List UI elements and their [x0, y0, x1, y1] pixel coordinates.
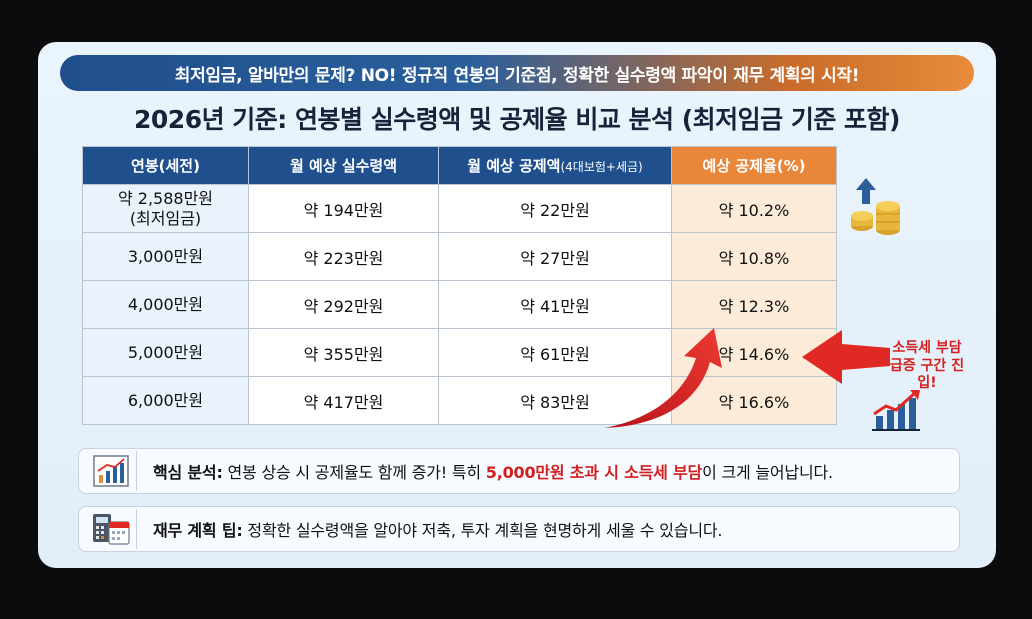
red-left-arrow-icon — [802, 330, 890, 384]
header-deduction-main: 월 예상 공제액 — [467, 157, 561, 175]
callout-text: 소득세 부담 급증 구간 진입! — [884, 340, 970, 393]
cell-deduction: 약 27만원 — [438, 232, 672, 281]
cell-salary: 5,000만원 — [82, 328, 249, 377]
tip-box: 재무 계획 팁: 정확한 실수령액을 알아야 저축, 투자 계획을 현명하게 세… — [78, 506, 960, 552]
cell-salary: 약 2,588만원 (최저임금) — [82, 184, 249, 233]
callout-line1: 소득세 부담 — [892, 340, 962, 356]
cell-net: 약 417만원 — [248, 376, 439, 425]
tip-text-body: 정확한 실수령액을 알아야 저축, 투자 계획을 현명하게 세울 수 있습니다. — [242, 521, 723, 540]
cell-salary: 3,000만원 — [82, 232, 249, 281]
red-curved-arrow-icon — [604, 328, 722, 428]
header-rate: 예상 공제율(%) — [671, 146, 837, 185]
cell-deduction: 약 41만원 — [438, 280, 672, 329]
header-salary: 연봉(세전) — [82, 146, 249, 185]
header-net: 월 예상 실수령액 — [248, 146, 439, 185]
cell-salary: 6,000만원 — [82, 376, 249, 425]
tip-icon-wrap — [85, 509, 137, 549]
cell-rate: 약 12.3% — [671, 280, 837, 329]
growth-chart-icon — [872, 390, 920, 431]
analysis-highlight: 5,000만원 초과 시 소득세 부담 — [485, 463, 703, 482]
analysis-text: 핵심 분석: 연봉 상승 시 공제율도 함께 증가! 특히 5,000만원 초과… — [153, 459, 833, 483]
infographic-card: 최저임금, 알바만의 문제? NO! 정규직 연봉의 기준점, 정확한 실수령액… — [38, 42, 996, 568]
cell-net: 약 355만원 — [248, 328, 439, 377]
bar-chart-icon — [92, 455, 129, 487]
analysis-text-after: 이 크게 늘어납니다. — [702, 463, 833, 482]
tip-label: 재무 계획 팁: — [153, 521, 243, 540]
header-deduction-sub: (4대보험+세금) — [560, 160, 643, 174]
cell-net: 약 194만원 — [248, 184, 439, 233]
calculator-calendar-icon — [92, 514, 130, 545]
analysis-text-before: 연봉 상승 시 공제율도 함께 증가! 특히 — [222, 463, 486, 482]
page-title: 2026년 기준: 연봉별 실수령액 및 공제율 비교 분석 (최저임금 기준 … — [134, 105, 900, 134]
cell-rate: 약 10.8% — [671, 232, 837, 281]
callout-line2: 급증 구간 진입! — [889, 357, 965, 392]
table-row: 3,000만원 약 223만원 약 27만원 약 10.8% — [82, 232, 837, 281]
cell-net: 약 292만원 — [248, 280, 439, 329]
table-row: 약 2,588만원 (최저임금) 약 194만원 약 22만원 약 10.2% — [82, 184, 837, 233]
analysis-label: 핵심 분석: — [153, 463, 223, 482]
top-banner: 최저임금, 알바만의 문제? NO! 정규직 연봉의 기준점, 정확한 실수령액… — [60, 55, 974, 91]
table-row: 4,000만원 약 292만원 약 41만원 약 12.3% — [82, 280, 837, 329]
cell-salary-main: 약 2,588만원 — [117, 189, 214, 209]
coins-up-arrow-icon — [851, 178, 900, 235]
cell-deduction: 약 22만원 — [438, 184, 672, 233]
table-header-row: 연봉(세전) 월 예상 실수령액 월 예상 공제액(4대보험+세금) 예상 공제… — [82, 146, 837, 185]
cell-salary-note: (최저임금) — [129, 208, 202, 228]
analysis-icon-wrap — [85, 451, 137, 491]
header-deduction: 월 예상 공제액(4대보험+세금) — [438, 146, 672, 185]
cell-rate: 약 10.2% — [671, 184, 837, 233]
analysis-box: 핵심 분석: 연봉 상승 시 공제율도 함께 증가! 특히 5,000만원 초과… — [78, 448, 960, 494]
cell-salary: 4,000만원 — [82, 280, 249, 329]
cell-deduction: 약 83만원 — [438, 376, 672, 425]
tip-text: 재무 계획 팁: 정확한 실수령액을 알아야 저축, 투자 계획을 현명하게 세… — [153, 517, 722, 541]
cell-net: 약 223만원 — [248, 232, 439, 281]
